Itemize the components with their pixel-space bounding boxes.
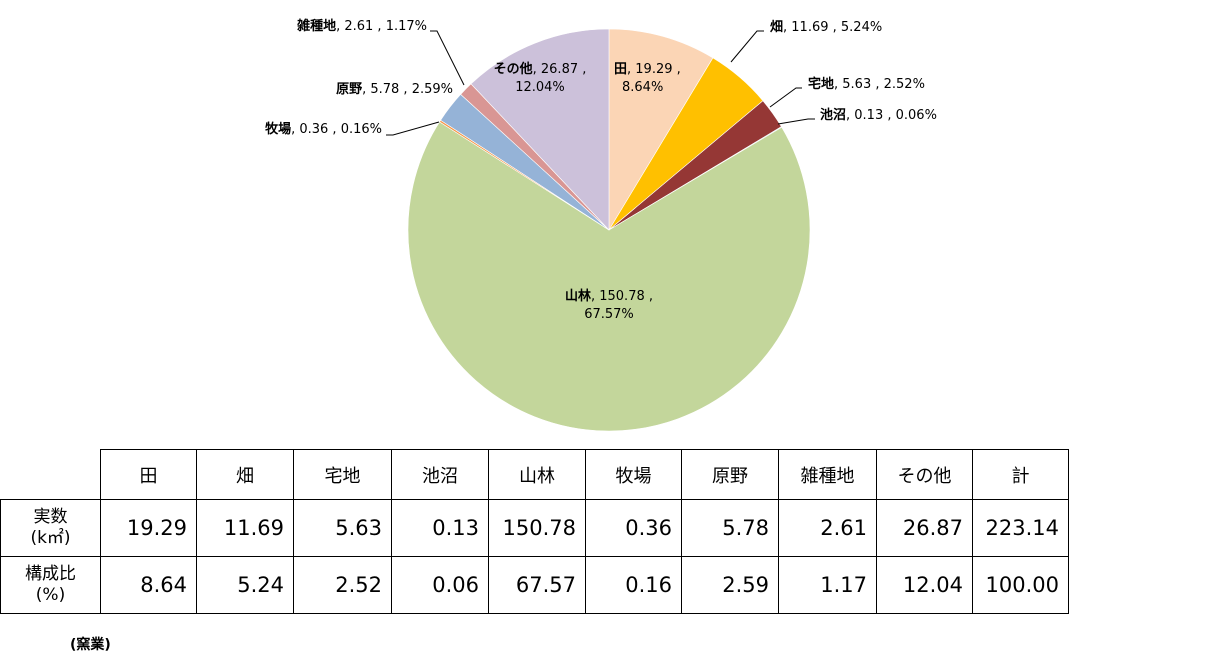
row-label-line: 実数 xyxy=(33,506,68,527)
pie-chart-svg: 田, 19.29 , 8.64% 畑, 11.69 , 5.24% 宅地, 5.63 … xyxy=(265,18,937,432)
table-cell: 223.14 xyxy=(972,499,1069,557)
data-label: その他, 26.87 , 12.04% xyxy=(494,61,587,95)
table-cell: 5.63 xyxy=(293,499,392,557)
leader-line xyxy=(430,30,465,86)
data-table: 田 畑 宅地 池沼 山林 牧場 原野 雑種地 その他 計 実数 (k㎡) 19.2… xyxy=(0,449,1069,614)
row-label-line: (%) xyxy=(35,585,66,605)
table-header-row: 田 畑 宅地 池沼 山林 牧場 原野 雑種地 その他 計 xyxy=(0,449,1069,500)
data-label: 畑, 11.69 , 5.24% xyxy=(770,20,882,35)
table-header-cell: 原野 xyxy=(681,449,779,500)
leader-line xyxy=(769,87,802,108)
pie-chart: 田, 19.29 , 8.64% 畑, 11.69 , 5.24% 宅地, 5.63 … xyxy=(265,18,937,432)
table-cell: 5.24 xyxy=(196,556,294,614)
pie-slice xyxy=(608,28,714,232)
table-cell: 0.13 xyxy=(391,499,489,557)
table-cell: 2.52 xyxy=(293,556,392,614)
table-header-cell: 畑 xyxy=(196,449,294,500)
table-header-cell: その他 xyxy=(876,449,973,500)
data-label: 雑種地, 2.61 , 1.17% xyxy=(296,18,427,34)
table-cell: 100.00 xyxy=(972,556,1069,614)
footnote: (窯業) xyxy=(70,637,111,653)
leader-line xyxy=(386,121,440,136)
table-cell: 8.64 xyxy=(100,556,197,614)
table-header-cell: 計 xyxy=(972,449,1069,500)
pie-slice xyxy=(407,121,811,432)
leader-line xyxy=(777,118,815,125)
table-cell: 0.06 xyxy=(391,556,489,614)
leader-line xyxy=(730,30,764,63)
data-label: 宅地, 5.63 , 2.52% xyxy=(808,76,925,92)
data-label: 原野, 5.78 , 2.59% xyxy=(336,82,453,97)
data-label: 牧場, 0.36 , 0.16% xyxy=(265,121,382,137)
table-header-cell: 山林 xyxy=(488,449,586,500)
table-cell: 2.61 xyxy=(778,499,877,557)
data-label: 山林, 150.78 , 67.57% xyxy=(565,288,653,322)
table-cell: 0.36 xyxy=(585,499,682,557)
table-cell: 12.04 xyxy=(876,556,973,614)
table-corner-cell xyxy=(0,449,101,500)
table-cell: 0.16 xyxy=(585,556,682,614)
data-label: 池沼, 0.13 , 0.06% xyxy=(820,107,937,123)
table-cell: 2.59 xyxy=(681,556,779,614)
row-label-line: 構成比 xyxy=(25,563,76,584)
table-header-cell: 牧場 xyxy=(585,449,682,500)
row-label: 構成比 (%) xyxy=(0,556,101,614)
row-label: 実数 (k㎡) xyxy=(0,499,101,557)
table-header-cell: 宅地 xyxy=(293,449,392,500)
table-cell: 26.87 xyxy=(876,499,973,557)
table-cell: 5.78 xyxy=(681,499,779,557)
table-cell: 19.29 xyxy=(100,499,197,557)
table-cell: 150.78 xyxy=(488,499,586,557)
table-cell: 67.57 xyxy=(488,556,586,614)
table-header-cell: 池沼 xyxy=(391,449,489,500)
table-header-cell: 田 xyxy=(100,449,197,500)
row-label-line: (k㎡) xyxy=(30,528,71,548)
data-label: 田, 19.29 , 8.64% xyxy=(614,62,681,95)
table-row: 構成比 (%) 8.64 5.24 2.52 0.06 67.57 0.16 2.… xyxy=(0,556,1069,614)
table-row: 実数 (k㎡) 19.29 11.69 5.63 0.13 150.78 0.36… xyxy=(0,499,1069,557)
table-cell: 11.69 xyxy=(196,499,294,557)
table-cell: 1.17 xyxy=(778,556,877,614)
pie-slice xyxy=(470,28,610,231)
table-header-cell: 雑種地 xyxy=(778,449,877,500)
